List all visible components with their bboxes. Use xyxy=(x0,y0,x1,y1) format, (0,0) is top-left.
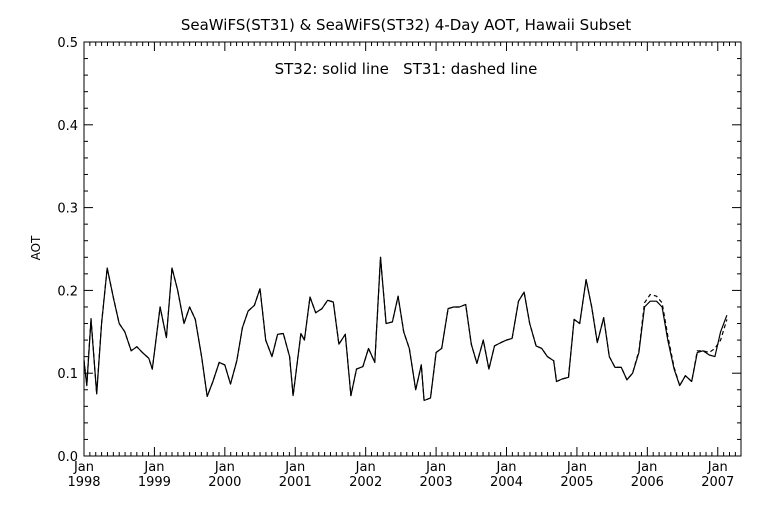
x-tick-labels: Jan1998Jan1999Jan2000Jan2001Jan2002Jan20… xyxy=(67,460,734,490)
x-tick-month: Jan xyxy=(355,460,376,475)
axis-ticks xyxy=(83,41,741,457)
x-tick-year: 2001 xyxy=(279,475,312,490)
y-tick-label: 0.0 xyxy=(57,450,78,465)
y-tick-labels: 0.0 0.1 0.2 0.3 0.4 0.5 xyxy=(57,36,78,465)
x-tick-month: Jan xyxy=(495,460,516,475)
x-tick-year: 2003 xyxy=(420,475,453,490)
x-tick-year: 2007 xyxy=(701,475,734,490)
st32-solid-line xyxy=(83,256,728,402)
line-style-annotation: ST32: solid line ST31: dashed line xyxy=(275,60,538,78)
x-tick-year: 2006 xyxy=(631,475,664,490)
y-tick-label: 0.2 xyxy=(57,284,78,299)
plot-frame xyxy=(83,41,742,457)
y-tick-label: 0.5 xyxy=(57,36,78,51)
x-tick-month: Jan xyxy=(425,460,446,475)
x-tick-month: Jan xyxy=(73,460,94,475)
y-tick-label: 0.4 xyxy=(57,119,78,134)
x-tick-month: Jan xyxy=(143,460,164,475)
x-tick-year: 2002 xyxy=(349,475,382,490)
x-tick-month: Jan xyxy=(707,460,728,475)
series-layer xyxy=(83,256,728,402)
y-axis-label: AOT xyxy=(29,235,43,260)
x-tick-year: 2005 xyxy=(560,475,593,490)
x-tick-year: 2000 xyxy=(208,475,241,490)
y-tick-label: 0.1 xyxy=(57,367,78,382)
x-tick-year: 2004 xyxy=(490,475,523,490)
st31-dashed-line xyxy=(83,256,728,402)
x-tick-month: Jan xyxy=(566,460,587,475)
y-tick-label: 0.3 xyxy=(57,202,78,217)
chart-title: SeaWiFS(ST31) & SeaWiFS(ST32) 4-Day AOT,… xyxy=(181,16,631,34)
x-tick-month: Jan xyxy=(636,460,657,475)
x-tick-year: 1998 xyxy=(67,475,100,490)
x-tick-year: 1999 xyxy=(138,475,171,490)
x-tick-month: Jan xyxy=(214,460,235,475)
x-tick-month: Jan xyxy=(284,460,305,475)
